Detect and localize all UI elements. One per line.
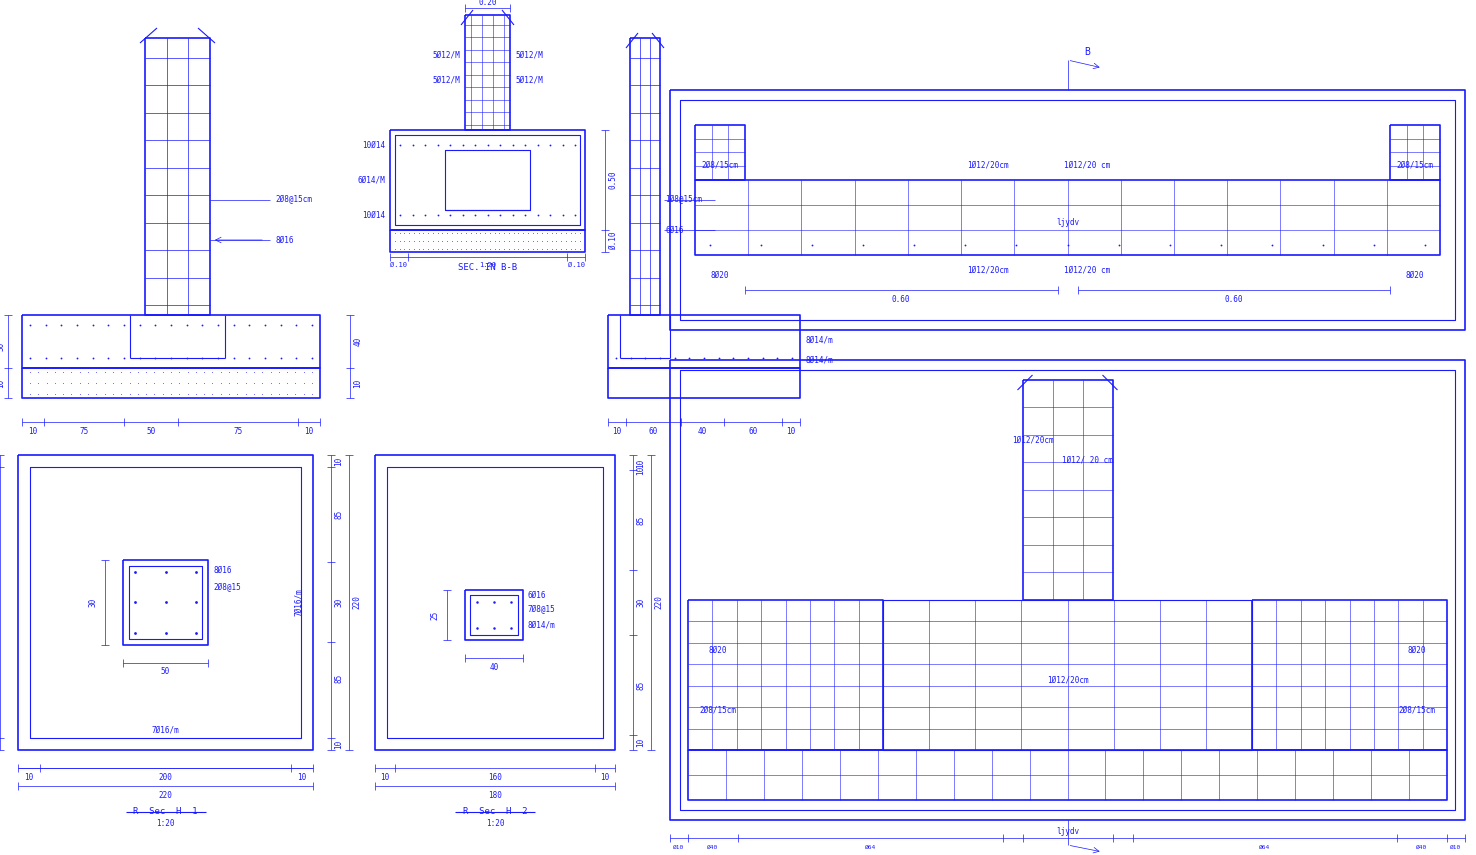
- Text: 8Ø14/m: 8Ø14/m: [528, 621, 556, 629]
- Text: 10Ø14: 10Ø14: [362, 210, 385, 220]
- Text: 8Ø20: 8Ø20: [1408, 646, 1426, 654]
- Text: 10: 10: [335, 740, 344, 749]
- Text: 8Ø20: 8Ø20: [1405, 270, 1424, 280]
- Text: ljydv: ljydv: [1055, 828, 1079, 836]
- Text: 5Ø12/M: 5Ø12/M: [515, 50, 543, 60]
- Text: 5Ø12/M: 5Ø12/M: [432, 50, 461, 60]
- Text: 1Ø12/20 cm: 1Ø12/20 cm: [1064, 266, 1110, 274]
- Text: 220: 220: [654, 596, 664, 610]
- Text: 60: 60: [748, 427, 757, 435]
- Text: 0.60: 0.60: [892, 294, 911, 304]
- Text: Ø.10: Ø.10: [567, 262, 584, 268]
- Text: 2Ø8@15: 2Ø8@15: [213, 583, 241, 593]
- Text: 85: 85: [636, 681, 645, 690]
- Text: Ø10: Ø10: [673, 845, 685, 850]
- Text: 10: 10: [28, 427, 37, 435]
- Text: 2Ø8@15cm: 2Ø8@15cm: [275, 196, 311, 204]
- Text: 8Ø14/m: 8Ø14/m: [804, 335, 832, 345]
- Text: SEC. IN B-B: SEC. IN B-B: [458, 262, 517, 272]
- Text: 8Ø16: 8Ø16: [275, 235, 294, 245]
- Text: 8Ø20: 8Ø20: [711, 270, 729, 280]
- Text: 1Ø12/20 cm: 1Ø12/20 cm: [1064, 161, 1110, 169]
- Text: 1Ø12/20cm: 1Ø12/20cm: [1046, 675, 1088, 685]
- Text: 30: 30: [335, 598, 344, 607]
- Text: ljydv: ljydv: [1055, 218, 1079, 227]
- Text: 8Ø16: 8Ø16: [213, 565, 232, 575]
- Text: 40: 40: [698, 427, 707, 435]
- Text: 8Ø14/m: 8Ø14/m: [804, 356, 832, 364]
- Text: 40: 40: [353, 337, 363, 346]
- Text: 75: 75: [80, 427, 89, 435]
- Text: 10: 10: [613, 427, 621, 435]
- Text: 1Ø12/20cm: 1Ø12/20cm: [1011, 435, 1054, 445]
- Text: 5Ø12/M: 5Ø12/M: [432, 75, 461, 85]
- Text: Ø10: Ø10: [1451, 845, 1461, 850]
- Text: 220: 220: [353, 596, 362, 610]
- Text: 85: 85: [335, 510, 344, 519]
- Text: 10: 10: [335, 457, 344, 466]
- Text: 1:20: 1:20: [486, 819, 505, 828]
- Text: 1:20: 1:20: [156, 819, 174, 828]
- Text: 6Ø14/M: 6Ø14/M: [357, 175, 385, 185]
- Text: 50: 50: [0, 342, 6, 351]
- Text: B: B: [1085, 47, 1091, 57]
- Text: 200: 200: [158, 773, 173, 781]
- Text: 1Ø8@15cm: 1Ø8@15cm: [666, 196, 703, 204]
- Text: 1.20: 1.20: [480, 262, 496, 268]
- Text: 30: 30: [636, 598, 645, 607]
- Text: 10: 10: [636, 737, 645, 746]
- Text: 10: 10: [297, 773, 307, 781]
- Text: 220: 220: [158, 791, 173, 799]
- Text: Ø.10: Ø.10: [608, 232, 617, 251]
- Text: 0.50: 0.50: [608, 171, 617, 189]
- Text: 60: 60: [649, 427, 658, 435]
- Text: Ø64: Ø64: [865, 845, 875, 850]
- Text: Ø40: Ø40: [1417, 845, 1427, 850]
- Text: 180: 180: [489, 791, 502, 799]
- Text: R  Sec  H  2: R Sec H 2: [463, 807, 527, 817]
- Text: R  Sec  H  1: R Sec H 1: [133, 807, 198, 817]
- Text: 0.60: 0.60: [1225, 294, 1243, 304]
- Text: 50: 50: [161, 668, 170, 676]
- Text: 40: 40: [490, 663, 499, 671]
- Text: 10Ø14: 10Ø14: [362, 140, 385, 150]
- Text: 10: 10: [787, 427, 796, 435]
- Text: 10: 10: [636, 465, 645, 475]
- Text: 6Ø16: 6Ø16: [666, 226, 683, 234]
- Text: 2Ø8/15cm: 2Ø8/15cm: [1398, 705, 1436, 715]
- Text: 0.20: 0.20: [478, 0, 497, 7]
- Text: 1Ø12/20cm: 1Ø12/20cm: [967, 161, 1008, 169]
- Text: 10: 10: [353, 379, 363, 387]
- Text: Ø.10: Ø.10: [391, 262, 407, 268]
- Text: 10: 10: [304, 427, 313, 435]
- Text: 7Ø16/m: 7Ø16/m: [294, 588, 303, 616]
- Text: 10: 10: [25, 773, 34, 781]
- Text: 1Ø12/ 20 cm: 1Ø12/ 20 cm: [1063, 456, 1113, 464]
- Text: 7Ø8@15: 7Ø8@15: [528, 605, 556, 615]
- Text: Ø64: Ø64: [1259, 845, 1271, 850]
- Text: 85: 85: [636, 516, 645, 525]
- Text: 7Ø16/m: 7Ø16/m: [152, 726, 180, 734]
- Text: 75: 75: [233, 427, 242, 435]
- Text: 2Ø8/15cm: 2Ø8/15cm: [1396, 161, 1433, 169]
- Text: 2Ø8/15cm: 2Ø8/15cm: [701, 161, 738, 169]
- Text: 50: 50: [146, 427, 155, 435]
- Text: 10: 10: [0, 379, 6, 387]
- Text: 1Ø12/20cm: 1Ø12/20cm: [967, 266, 1008, 274]
- Text: 85: 85: [335, 674, 344, 682]
- Text: 10: 10: [636, 458, 645, 468]
- Text: 10: 10: [381, 773, 390, 781]
- Text: 10: 10: [601, 773, 610, 781]
- Text: 30: 30: [89, 598, 97, 607]
- Text: 6Ø16: 6Ø16: [528, 591, 546, 599]
- Text: 25: 25: [431, 610, 440, 620]
- Text: 8Ø20: 8Ø20: [708, 646, 728, 654]
- Text: 5Ø12/M: 5Ø12/M: [515, 75, 543, 85]
- Text: 160: 160: [489, 773, 502, 781]
- Text: 2Ø8/15cm: 2Ø8/15cm: [700, 705, 737, 715]
- Text: Ø40: Ø40: [707, 845, 719, 850]
